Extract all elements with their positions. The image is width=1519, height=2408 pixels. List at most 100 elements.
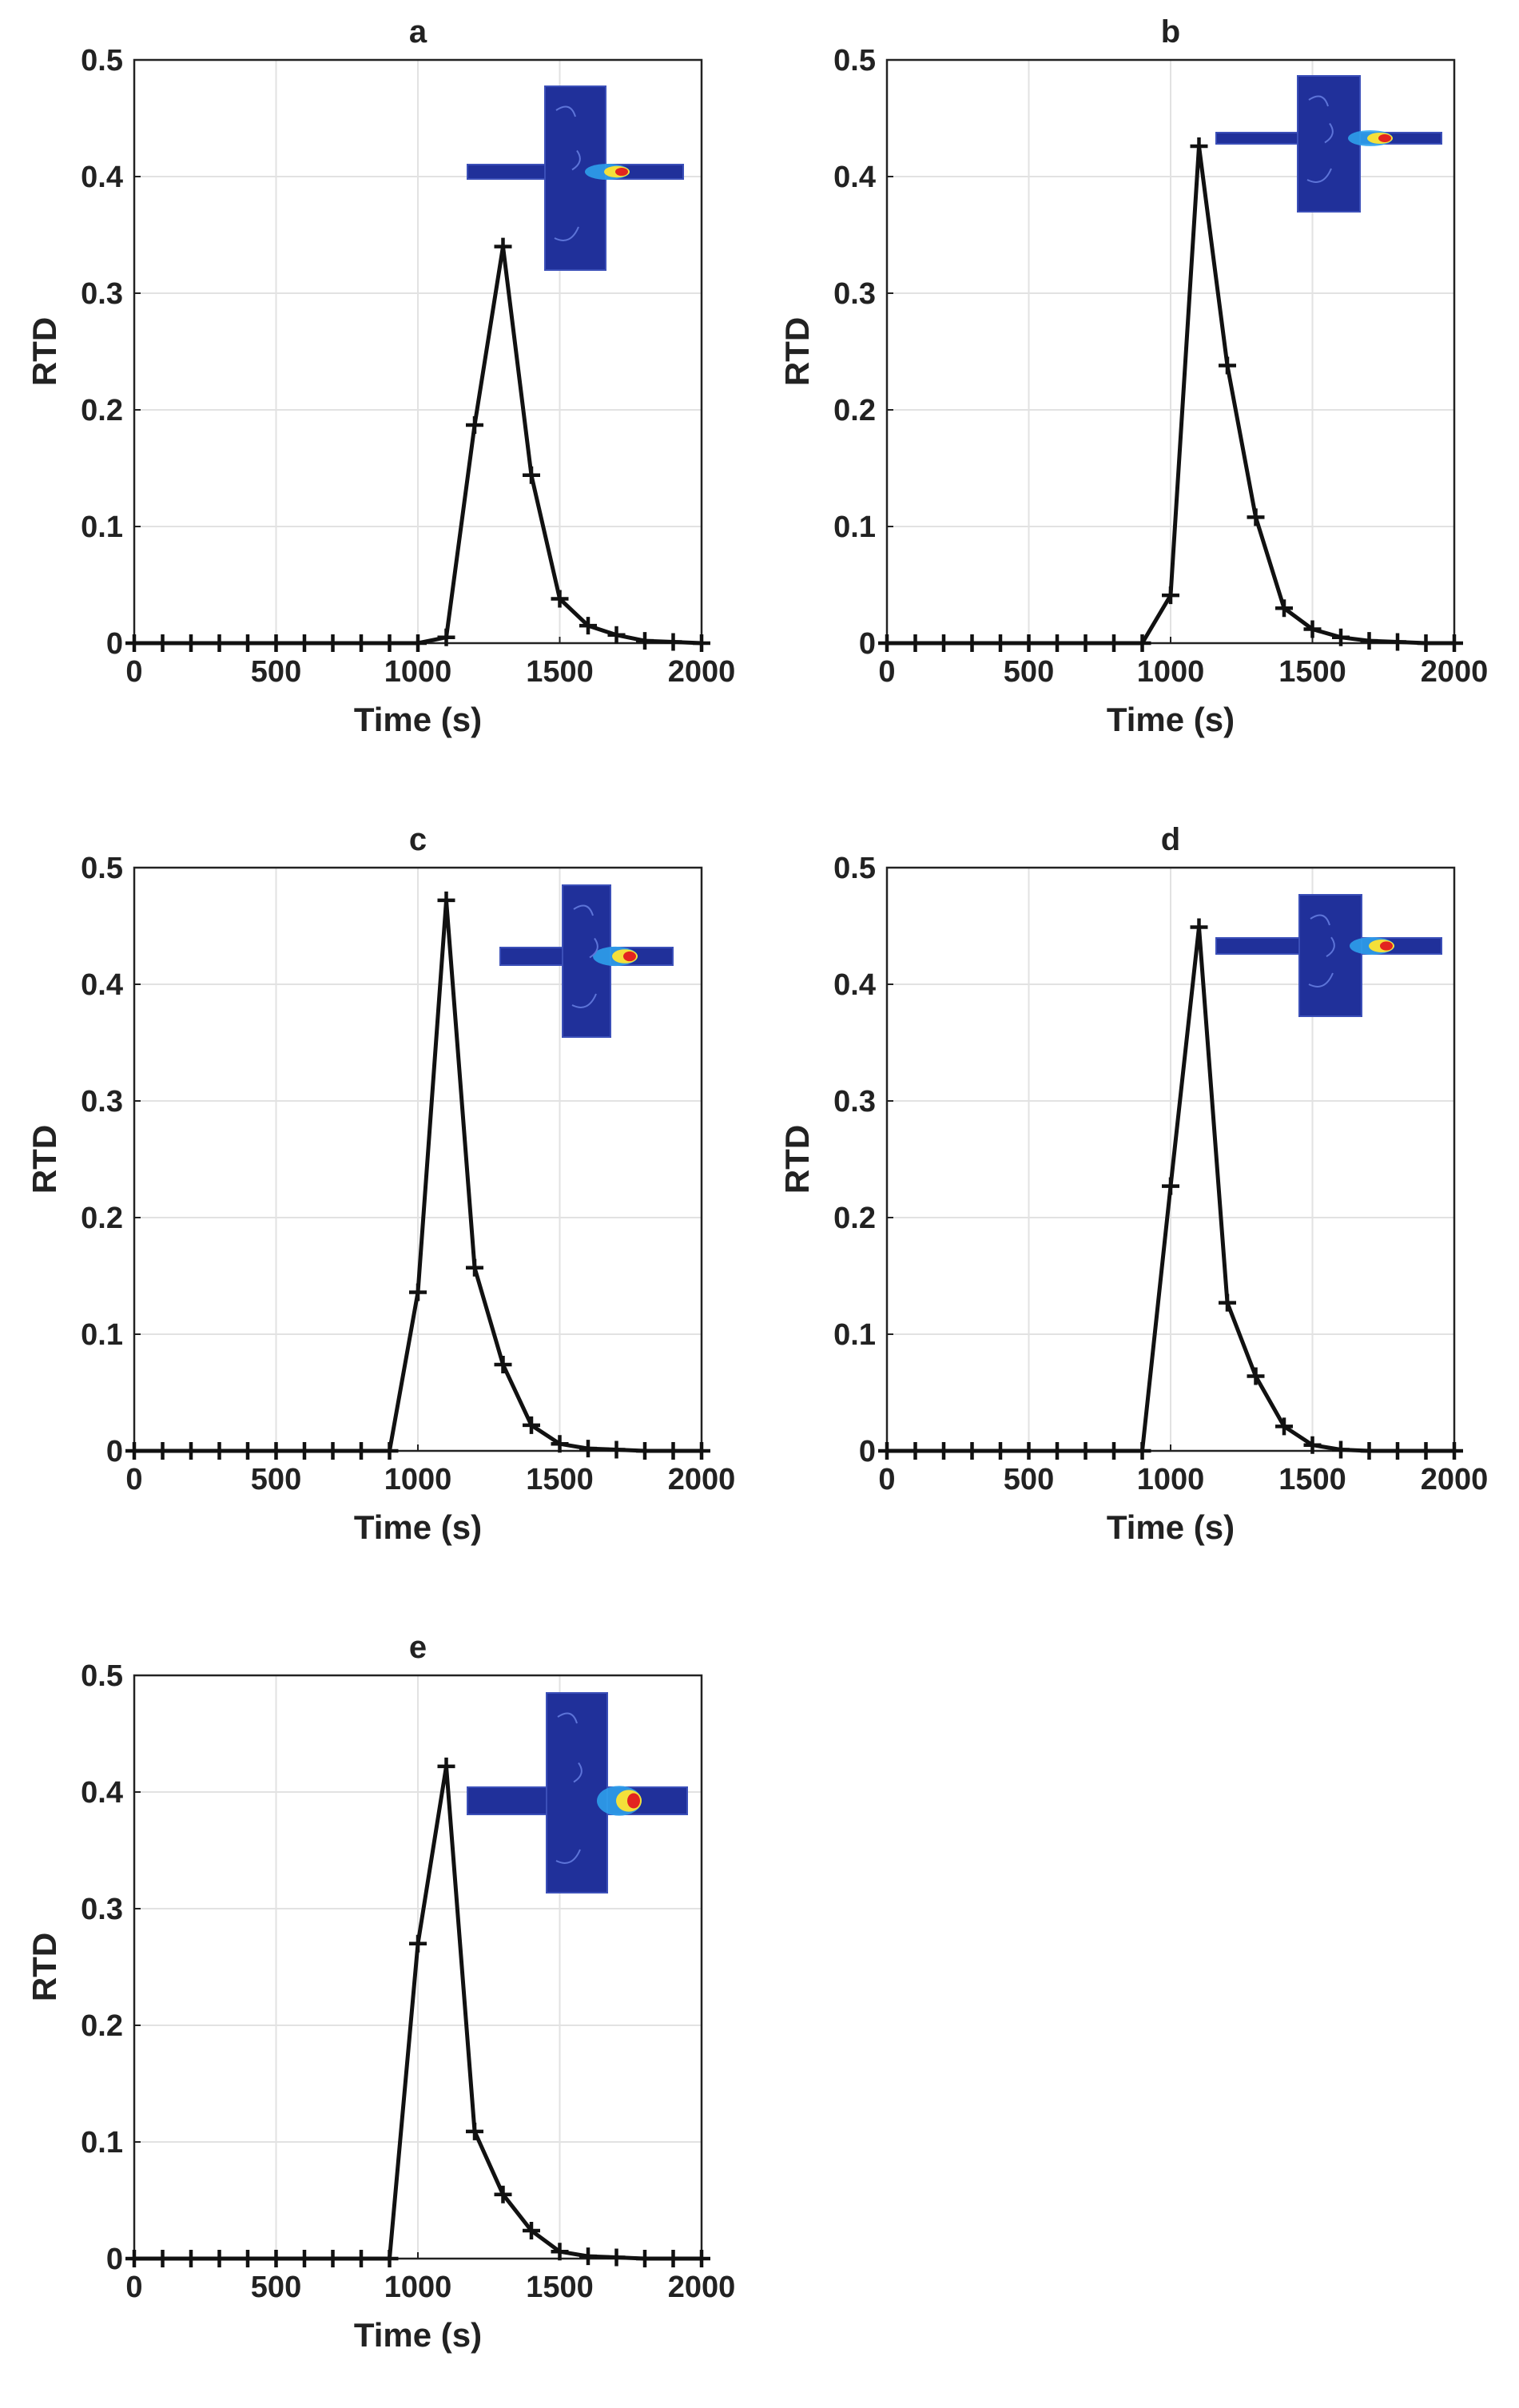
y-tick-label: 0.5: [833, 852, 876, 885]
data-point-marker: [1190, 918, 1208, 936]
data-point-marker: [963, 634, 981, 652]
data-point-marker: [1417, 1442, 1435, 1460]
data-point-marker: [551, 1435, 569, 1453]
data-point-marker: [579, 1440, 597, 1458]
data-point-marker: [636, 2250, 654, 2267]
data-point-marker: [380, 2250, 399, 2267]
data-point-marker: [523, 2221, 540, 2239]
data-point-marker: [267, 634, 285, 652]
data-point-marker: [466, 415, 483, 434]
data-point-marker: [239, 1442, 256, 1460]
data-point-marker: [324, 2250, 342, 2267]
data-point-marker: [267, 2250, 285, 2267]
data-point-marker: [380, 634, 399, 652]
x-axis-label: Time (s): [354, 701, 482, 738]
chart-panel-b: 0 500 1000 1500 2000 0 0.1 0.2 0.3 0.4 0.5 Time (s)…: [778, 14, 1488, 738]
data-point-marker: [296, 634, 313, 652]
y-tick-label: 0.4: [81, 161, 123, 194]
data-point-marker: [1219, 356, 1236, 375]
data-point-marker: [324, 634, 342, 652]
data-point-marker: [906, 1442, 925, 1460]
data-point-marker: [1275, 1417, 1293, 1436]
x-tick-label: 500: [251, 655, 301, 689]
data-point-marker: [1247, 1367, 1265, 1385]
y-tick-label: 0.3: [833, 1085, 876, 1119]
data-point-marker: [1275, 599, 1293, 618]
y-tick-label: 0.5: [833, 44, 876, 77]
data-point-marker: [1445, 1442, 1463, 1460]
x-tick-label: 1000: [384, 2271, 452, 2304]
inset-plume-red: [615, 167, 628, 177]
y-tick-label: 0.1: [81, 2126, 123, 2160]
x-tick-label: 1500: [526, 655, 594, 689]
data-point-marker: [409, 634, 427, 652]
data-point-marker: [1076, 634, 1095, 652]
data-point-marker: [494, 2185, 512, 2203]
data-point-marker: [494, 1355, 512, 1373]
x-tick-label: 1000: [384, 1463, 452, 1496]
data-point-marker: [551, 2243, 569, 2261]
y-axis-label: RTD: [26, 1933, 63, 2001]
data-point-marker: [296, 1442, 313, 1460]
data-point-marker: [636, 632, 654, 650]
data-point-marker: [878, 1442, 896, 1460]
chart-panel-d: 0 500 1000 1500 2000 0 0.1 0.2 0.3 0.4 0.5 Time (s)…: [778, 822, 1488, 1546]
y-tick-label: 0: [106, 627, 123, 661]
data-point-marker: [1105, 1442, 1123, 1460]
data-point-marker: [1332, 628, 1350, 646]
y-tick-label: 0.3: [81, 1085, 123, 1119]
data-point-marker: [1162, 586, 1179, 605]
data-point-marker: [1303, 620, 1322, 638]
x-tick-label: 1000: [1137, 655, 1205, 689]
data-point-marker: [437, 891, 455, 909]
x-tick-label: 1500: [1278, 655, 1346, 689]
data-point-marker: [523, 466, 540, 484]
data-point-marker: [1076, 1442, 1095, 1460]
y-axis-label: RTD: [26, 317, 63, 386]
data-point-marker: [409, 1934, 427, 1953]
data-point-marker: [1247, 508, 1265, 527]
data-point-marker: [210, 2250, 229, 2267]
y-tick-label: 0: [106, 2243, 123, 2276]
data-point-marker: [210, 634, 229, 652]
data-point-marker: [352, 2250, 370, 2267]
x-tick-label: 500: [1004, 1463, 1054, 1496]
x-axis-label: Time (s): [354, 2316, 482, 2354]
data-point-marker: [352, 1442, 370, 1460]
inset-contour-image: [467, 85, 684, 271]
x-tick-label: 2000: [668, 655, 736, 689]
data-point-marker: [466, 1258, 483, 1277]
y-tick-label: 0.3: [81, 1893, 123, 1926]
data-point-marker: [935, 634, 952, 652]
data-point-marker: [992, 634, 1009, 652]
data-point-marker: [1020, 1442, 1038, 1460]
x-tick-label: 2000: [1421, 655, 1489, 689]
data-point-marker: [693, 1442, 710, 1460]
data-point-marker: [1048, 634, 1066, 652]
panel-title: b: [1161, 14, 1180, 50]
data-point-marker: [1360, 632, 1378, 650]
x-tick-label: 0: [878, 655, 895, 689]
data-point-marker: [466, 2122, 483, 2140]
x-tick-label: 1000: [384, 655, 452, 689]
panel-title: a: [409, 14, 427, 50]
chart-panel-a: 0 500 1000 1500 2000 0 0.1 0.2 0.3 0.4 0.5 Time (s)…: [26, 14, 735, 738]
data-point-marker: [437, 1757, 455, 1775]
x-tick-label: 1500: [526, 1463, 594, 1496]
data-point-marker: [125, 1442, 143, 1460]
y-tick-label: 0.1: [833, 511, 876, 544]
inset-contour-image: [499, 884, 674, 1038]
inset-streamlines: [555, 1712, 583, 1864]
y-tick-label: 0.1: [81, 1318, 123, 1352]
x-axis-label: Time (s): [1107, 1508, 1235, 1546]
data-point-marker: [153, 2250, 172, 2267]
data-point-marker: [935, 1442, 952, 1460]
inset-plume-red: [1380, 941, 1393, 951]
inset-contour-image: [1215, 894, 1442, 1017]
data-point-marker: [636, 1442, 654, 1460]
y-tick-label: 0.3: [833, 277, 876, 311]
data-point-marker: [494, 237, 512, 256]
data-point-marker: [1219, 1293, 1236, 1312]
data-point-marker: [664, 1442, 682, 1460]
